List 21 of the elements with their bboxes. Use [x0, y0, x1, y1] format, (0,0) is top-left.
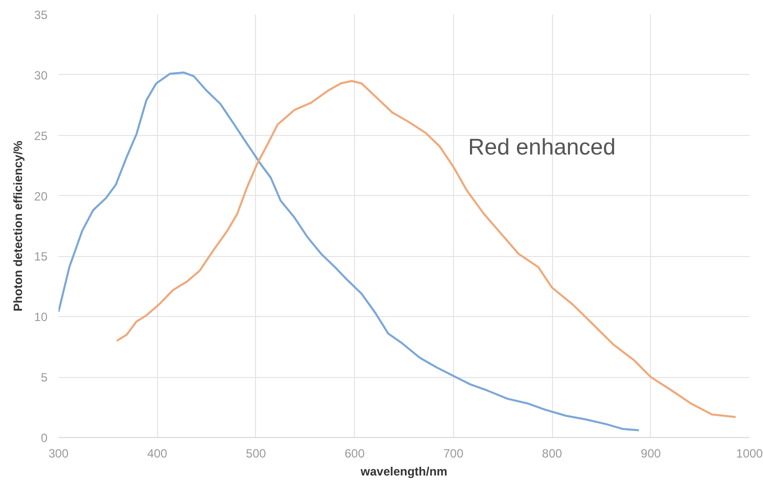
x-tick-label: 500 — [246, 446, 266, 460]
y-tick-label: 5 — [40, 370, 48, 385]
y-tick-label: 25 — [34, 128, 48, 143]
y-tick-label: 10 — [34, 310, 48, 324]
y-tick-label: 15 — [34, 250, 48, 264]
x-tick-label: 600 — [344, 446, 365, 460]
x-tick-label: 700 — [443, 446, 464, 460]
x-tick-label: 1000 — [736, 446, 763, 460]
y-axis-title: Photon detection efficiency/% — [11, 140, 26, 312]
y-tick-label: 30 — [34, 68, 48, 82]
y-tick-label: 20 — [34, 189, 48, 204]
series-label: Red enhanced — [468, 134, 616, 160]
y-tick-label: 35 — [34, 8, 48, 22]
x-tick-label: 400 — [147, 446, 168, 460]
x-tick-label: 900 — [640, 446, 662, 460]
x-tick-label: 300 — [48, 446, 69, 460]
line-series — [116, 80, 737, 418]
x-axis-title: wavelength/nm — [360, 464, 448, 478]
y-tick-label: 0 — [40, 431, 48, 445]
x-tick-label: 800 — [542, 446, 562, 460]
line-series — [58, 72, 640, 432]
